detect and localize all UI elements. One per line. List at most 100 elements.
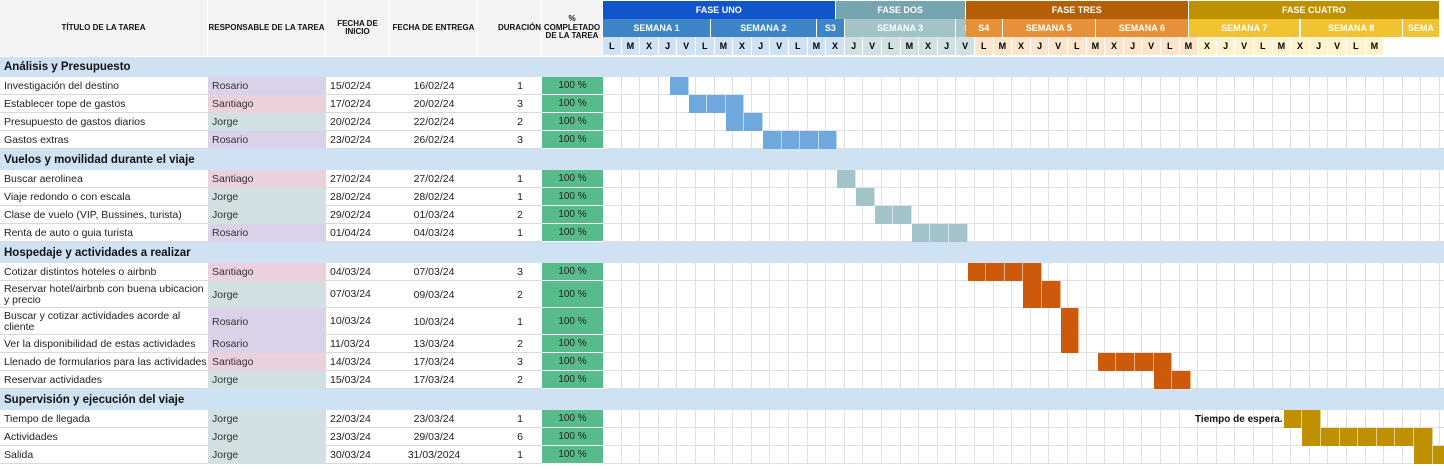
task-duration[interactable]: 3 [517, 134, 523, 146]
task-duration[interactable]: 2 [517, 116, 523, 128]
task-start-date[interactable]: 22/03/24 [330, 412, 371, 425]
task-end-date[interactable]: 16/02/24 [413, 80, 455, 92]
task-start-date[interactable]: 15/02/24 [330, 79, 371, 92]
task-name[interactable]: Llenado de formularios para las activida… [4, 355, 207, 368]
task-duration[interactable]: 3 [517, 356, 523, 368]
task-duration[interactable]: 2 [517, 374, 523, 386]
task-duration[interactable]: 2 [517, 338, 523, 350]
task-end-date[interactable]: 04/03/24 [413, 227, 455, 239]
task-duration[interactable]: 1 [517, 173, 523, 185]
task-end-date[interactable]: 10/03/24 [413, 315, 455, 328]
task-owner[interactable]: Santiago [208, 263, 326, 281]
task-name[interactable]: Reservar actividades [4, 373, 103, 386]
task-end-date[interactable]: 20/02/24 [413, 98, 455, 110]
task-owner[interactable]: Jorge [208, 281, 326, 308]
task-owner[interactable]: Jorge [208, 188, 326, 206]
task-percent-complete[interactable]: 100 % [542, 206, 603, 224]
task-percent-complete[interactable]: 100 % [542, 188, 603, 206]
task-end-date[interactable]: 01/03/24 [413, 209, 455, 221]
task-name[interactable]: Gastos extras [4, 133, 69, 146]
task-owner[interactable]: Rosario [208, 224, 326, 242]
task-name[interactable]: Clase de vuelo (VIP, Bussines, turista) [4, 208, 182, 221]
task-end-date[interactable]: 09/03/24 [413, 288, 455, 301]
task-start-date[interactable]: 23/02/24 [330, 133, 371, 146]
task-name[interactable]: Tiempo de llegada [4, 412, 90, 425]
task-name[interactable]: Viaje redondo o con escala [4, 190, 131, 203]
task-start-date[interactable]: 14/03/24 [330, 355, 371, 368]
task-start-date[interactable]: 30/03/24 [330, 448, 371, 461]
task-name[interactable]: Reservar hotel/airbnb con buena ubicacio… [4, 283, 204, 306]
task-start-date[interactable]: 17/02/24 [330, 97, 371, 110]
task-percent-complete[interactable]: 100 % [542, 371, 603, 389]
task-duration[interactable]: 1 [517, 413, 523, 425]
task-duration[interactable]: 6 [517, 431, 523, 443]
task-owner[interactable]: Rosario [208, 131, 326, 149]
task-percent-complete[interactable]: 100 % [542, 335, 603, 353]
task-percent-complete[interactable]: 100 % [542, 308, 603, 335]
task-duration[interactable]: 1 [517, 315, 523, 328]
task-end-date[interactable]: 13/03/24 [413, 338, 455, 350]
task-owner[interactable]: Rosario [208, 335, 326, 353]
task-name[interactable]: Renta de auto o guia turista [4, 226, 134, 239]
task-duration[interactable]: 3 [517, 266, 523, 278]
task-percent-complete[interactable]: 100 % [542, 263, 603, 281]
task-start-date[interactable]: 27/02/24 [330, 172, 371, 185]
task-duration[interactable]: 1 [517, 191, 523, 203]
task-name[interactable]: Ver la disponibilidad de estas actividad… [4, 337, 196, 350]
task-start-date[interactable]: 23/03/24 [330, 430, 371, 443]
task-percent-complete[interactable]: 100 % [542, 131, 603, 149]
task-percent-complete[interactable]: 100 % [542, 170, 603, 188]
task-start-date[interactable]: 15/03/24 [330, 373, 371, 386]
task-owner[interactable]: Jorge [208, 371, 326, 389]
task-start-date[interactable]: 01/04/24 [330, 226, 371, 239]
task-end-date[interactable]: 27/02/24 [413, 173, 455, 185]
task-percent-complete[interactable]: 100 % [542, 113, 603, 131]
task-name[interactable]: Cotizar distintos hoteles o airbnb [4, 265, 157, 278]
task-start-date[interactable]: 04/03/24 [330, 265, 371, 278]
task-start-date[interactable]: 28/02/24 [330, 190, 371, 203]
task-end-date[interactable]: 29/03/24 [413, 431, 455, 443]
task-start-date[interactable]: 10/03/24 [330, 315, 371, 328]
task-end-date[interactable]: 17/03/24 [413, 356, 455, 368]
task-percent-complete[interactable]: 100 % [542, 281, 603, 308]
task-owner[interactable]: Jorge [208, 428, 326, 446]
task-owner[interactable]: Santiago [208, 170, 326, 188]
task-end-date[interactable]: 22/02/24 [413, 116, 455, 128]
task-owner[interactable]: Rosario [208, 77, 326, 95]
task-duration[interactable]: 2 [517, 288, 523, 301]
task-percent-complete[interactable]: 100 % [542, 446, 603, 464]
task-duration[interactable]: 2 [517, 209, 523, 221]
task-percent-complete[interactable]: 100 % [542, 95, 603, 113]
task-start-date[interactable]: 20/02/24 [330, 115, 371, 128]
task-percent-complete[interactable]: 100 % [542, 77, 603, 95]
task-name[interactable]: Actividades [4, 430, 58, 443]
task-end-date[interactable]: 31/03/2024 [407, 449, 461, 461]
task-name[interactable]: Buscar y cotizar actividades acorde al c… [4, 310, 181, 333]
task-name[interactable]: Buscar aerolinea [4, 172, 83, 185]
task-owner[interactable]: Jorge [208, 446, 326, 464]
task-owner[interactable]: Santiago [208, 353, 326, 371]
task-end-date[interactable]: 28/02/24 [413, 191, 455, 203]
task-name[interactable]: Establecer tope de gastos [4, 97, 126, 110]
task-duration[interactable]: 1 [517, 227, 523, 239]
task-end-date[interactable]: 17/03/24 [413, 374, 455, 386]
task-owner[interactable]: Rosario [208, 308, 326, 335]
task-percent-complete[interactable]: 100 % [542, 224, 603, 242]
task-start-date[interactable]: 07/03/24 [330, 288, 371, 301]
task-duration[interactable]: 3 [517, 98, 523, 110]
task-name[interactable]: Presupuesto de gastos diarios [4, 115, 146, 128]
task-duration[interactable]: 1 [517, 449, 523, 461]
task-owner[interactable]: Jorge [208, 206, 326, 224]
task-percent-complete[interactable]: 100 % [542, 353, 603, 371]
task-owner[interactable]: Jorge [208, 410, 326, 428]
task-end-date[interactable]: 26/02/24 [413, 134, 455, 146]
task-start-date[interactable]: 11/03/24 [330, 337, 371, 350]
task-percent-complete[interactable]: 100 % [542, 428, 603, 446]
task-name[interactable]: Investigación del destino [4, 79, 119, 92]
task-percent-complete[interactable]: 100 % [542, 410, 603, 428]
task-duration[interactable]: 1 [517, 80, 523, 92]
task-start-date[interactable]: 29/02/24 [330, 208, 371, 221]
task-owner[interactable]: Santiago [208, 95, 326, 113]
task-owner[interactable]: Jorge [208, 113, 326, 131]
task-end-date[interactable]: 07/03/24 [413, 266, 455, 278]
